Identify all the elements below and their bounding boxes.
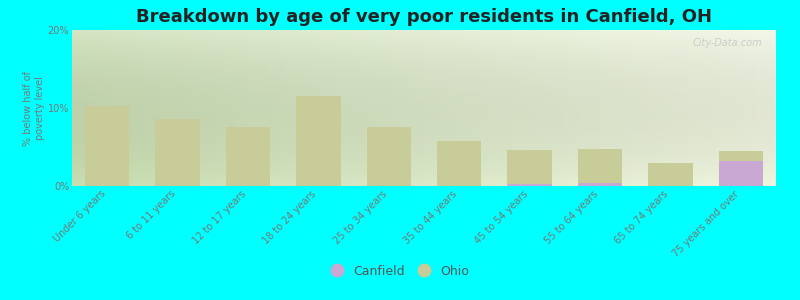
Bar (718, 161, 763, 186)
Bar (85, 106, 130, 186)
Legend: Canfield, Ohio: Canfield, Ohio (326, 260, 474, 283)
Bar (226, 127, 270, 186)
Bar (296, 96, 341, 186)
Bar (507, 150, 552, 186)
Title: Breakdown by age of very poor residents in Canfield, OH: Breakdown by age of very poor residents … (136, 8, 712, 26)
Bar (155, 119, 200, 186)
Y-axis label: % below half of
poverty level: % below half of poverty level (23, 70, 45, 146)
Bar (507, 184, 552, 186)
Bar (648, 163, 693, 186)
Bar (578, 183, 622, 186)
Bar (718, 151, 763, 186)
Text: City-Data.com: City-Data.com (692, 38, 762, 48)
Bar (366, 127, 411, 186)
Bar (437, 141, 482, 186)
Bar (578, 148, 622, 186)
